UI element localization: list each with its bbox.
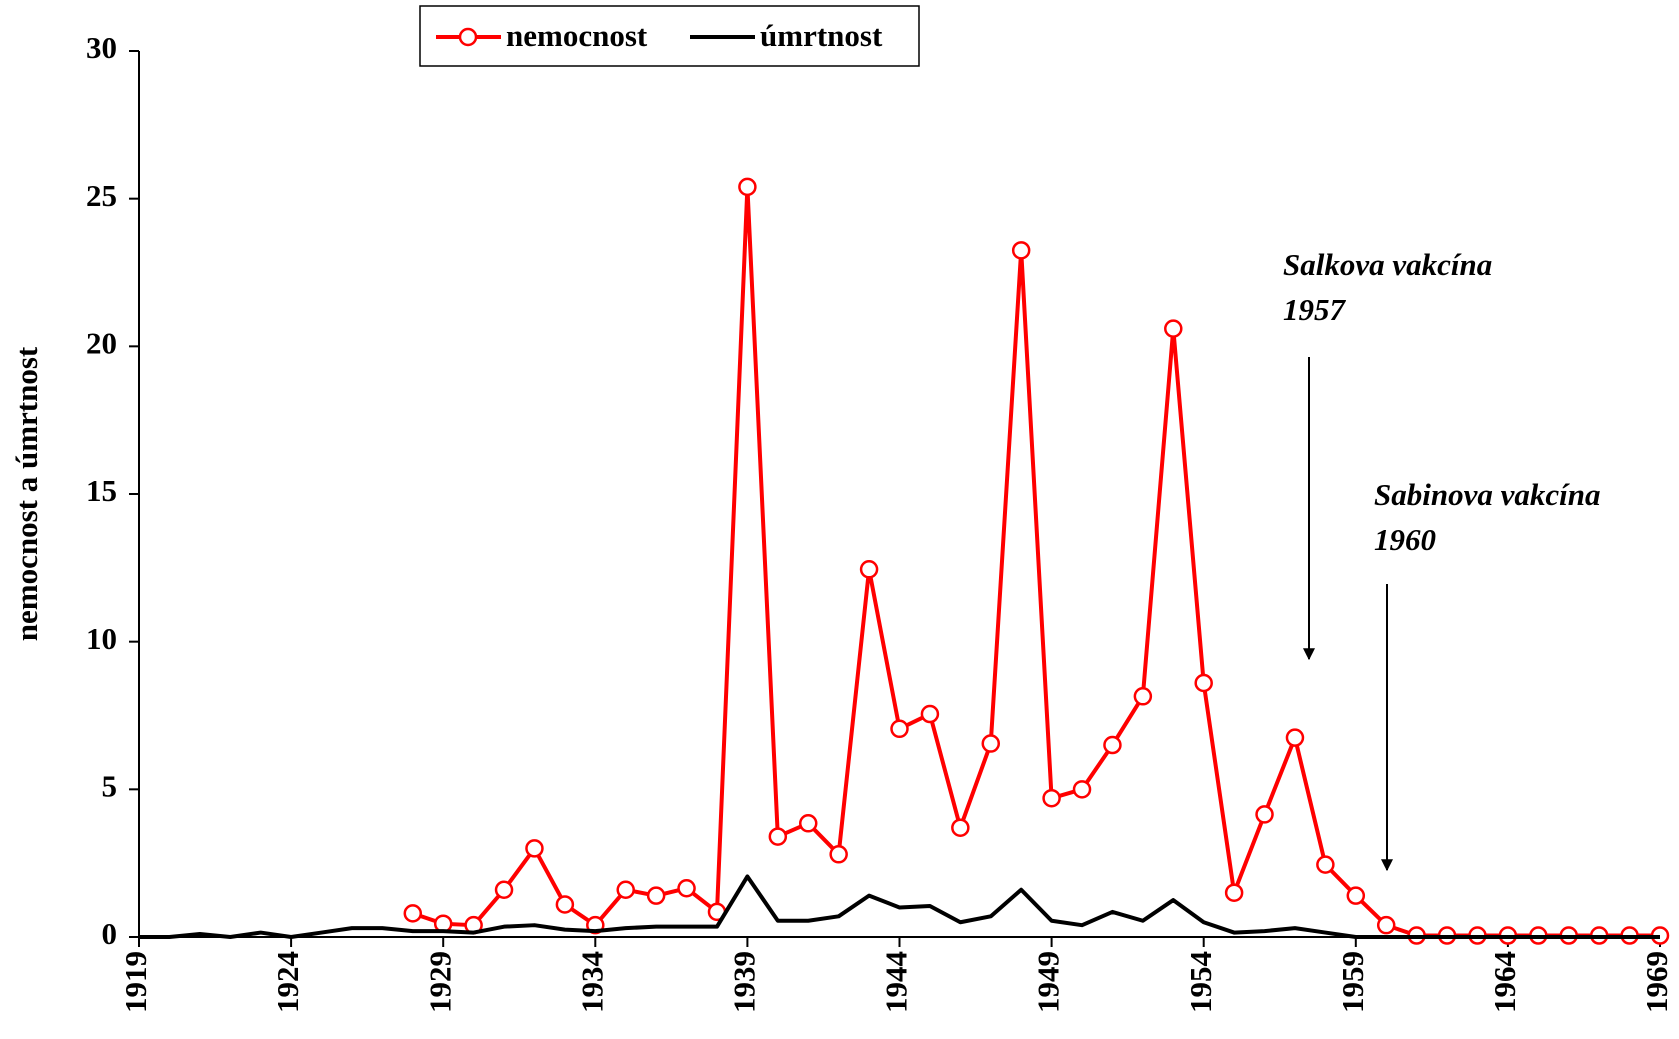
- data-point: [1042, 788, 1061, 808]
- series-line: [412, 184, 1660, 938]
- x-tick-label: 1919: [118, 951, 153, 1013]
- y-axis-label: nemocnost a úmrtnost: [9, 346, 44, 641]
- x-tick-label: 1939: [727, 951, 762, 1013]
- y-tick-label: 15: [86, 473, 117, 508]
- data-point: [525, 839, 544, 858]
- x-tick-label: 1929: [422, 951, 457, 1013]
- x-tick-label: 1959: [1335, 951, 1370, 1013]
- y-tick-label: 10: [86, 621, 117, 656]
- data-point: [1011, 241, 1031, 260]
- data-point: [859, 560, 879, 579]
- annotation: Sabinova vakcína: [1374, 477, 1600, 512]
- data-point: [677, 879, 696, 898]
- legend-label: úmrtnost: [760, 18, 883, 53]
- data-point: [1103, 735, 1122, 755]
- x-tick-label: 1954: [1183, 951, 1218, 1013]
- data-point: [951, 818, 970, 837]
- y-tick-label: 0: [102, 916, 118, 951]
- data-point: [646, 886, 666, 905]
- series-line: [139, 874, 1660, 939]
- data-point: [798, 814, 818, 833]
- annotation: 1957: [1283, 292, 1347, 327]
- x-tick-label: 1934: [574, 951, 609, 1013]
- data-point: [1285, 728, 1305, 747]
- data-point: [555, 895, 575, 914]
- legend-label: nemocnost: [506, 18, 648, 53]
- data-point: [1164, 319, 1183, 338]
- data-point: [1255, 805, 1274, 824]
- data-point: [768, 827, 788, 846]
- y-tick-label: 20: [86, 325, 117, 360]
- annotation: 1960: [1374, 522, 1436, 557]
- data-point: [1072, 780, 1092, 799]
- data-point: [738, 177, 757, 197]
- data-point: [829, 845, 848, 864]
- data-point: [1346, 886, 1366, 905]
- y-tick-label: 30: [86, 30, 117, 65]
- x-tick-label: 1924: [270, 951, 305, 1013]
- data-point: [890, 719, 909, 739]
- x-tick-label: 1944: [879, 951, 914, 1013]
- legend-box: [419, 5, 920, 67]
- data-point: [1224, 883, 1244, 902]
- data-point: [920, 704, 940, 724]
- data-point: [616, 880, 635, 899]
- data-point: [1133, 687, 1153, 706]
- x-tick-label: 1949: [1031, 951, 1066, 1013]
- data-point: [1376, 915, 1396, 935]
- data-point: [403, 904, 423, 923]
- y-tick-label: 25: [86, 178, 117, 213]
- x-tick-label: 1964: [1487, 951, 1522, 1013]
- x-tick-label: 1969: [1639, 951, 1674, 1013]
- y-tick-label: 5: [102, 768, 118, 803]
- data-point: [1316, 855, 1335, 874]
- data-point: [981, 734, 1001, 753]
- data-point: [1194, 673, 1213, 693]
- annotation: Salkova vakcína: [1283, 247, 1492, 282]
- legend-marker: [458, 27, 478, 47]
- data-point: [494, 880, 514, 899]
